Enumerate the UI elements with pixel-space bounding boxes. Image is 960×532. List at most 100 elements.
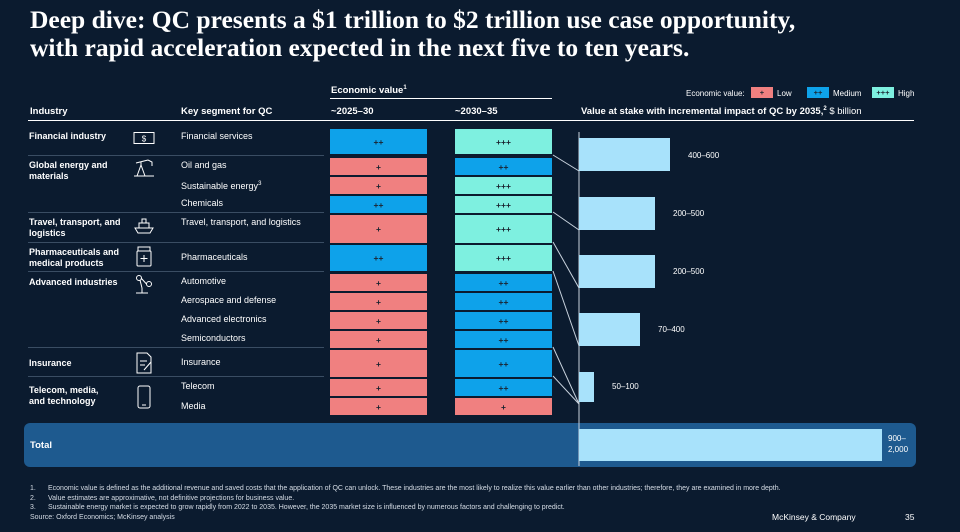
economic-value-cell: ++ <box>455 331 552 348</box>
svg-text:$: $ <box>142 135 147 144</box>
economic-value-cell: + <box>330 215 427 243</box>
economic-value-cell: +++ <box>455 129 552 154</box>
legend-swatch-medium: ++ <box>807 87 829 98</box>
smartphone-icon <box>137 385 151 409</box>
industry-label-energy: Global energy and materials <box>29 160 108 181</box>
economic-value-cell: ++ <box>455 274 552 291</box>
connector-line <box>552 154 580 172</box>
value-bar-label: 200–500 <box>673 266 705 276</box>
segment-label: Oil and gas <box>181 160 227 170</box>
segment-label: Automotive <box>181 276 227 286</box>
industry-separator <box>28 271 324 272</box>
connector-line <box>552 346 580 405</box>
page-number: 35 <box>905 512 915 522</box>
value-bar <box>579 138 670 171</box>
connector-line <box>552 211 580 231</box>
industry-label-tmt: Telecom, media, and technology <box>29 385 99 406</box>
industry-separator <box>28 212 324 213</box>
economic-value-cell: + <box>330 331 427 348</box>
value-bar-label: 400–600 <box>688 151 720 160</box>
economic-value-cell: + <box>330 350 427 377</box>
industry-separator <box>28 347 324 348</box>
industry-separator <box>28 376 324 377</box>
economic-value-cell: + <box>330 177 427 194</box>
value-bar <box>579 429 882 461</box>
value-bar-label: 70–400 <box>658 324 685 334</box>
value-bar-label: 50–100 <box>612 382 639 391</box>
legend-swatch-low: + <box>751 87 773 98</box>
segment-label: Sustainable energy3 <box>181 181 262 191</box>
economic-value-cell: ++ <box>455 379 552 396</box>
total-label: Total <box>30 440 52 451</box>
legend-high-label: High <box>898 89 915 98</box>
value-bar <box>579 372 594 402</box>
economic-value-header: Economic value1 <box>331 85 407 97</box>
industry-separator <box>28 155 324 156</box>
footnotes: 1. Economic value is defined as the addit… <box>30 484 930 522</box>
value-bar <box>579 255 655 288</box>
economic-value-cell: + <box>330 398 427 415</box>
economic-value-cell: + <box>455 398 552 415</box>
document-pen-icon <box>136 352 152 374</box>
segment-label: Media <box>181 401 206 411</box>
economic-value-cell: +++ <box>455 177 552 194</box>
industry-label-pharma: Pharmaceuticals and medical products <box>29 247 120 268</box>
segment-label: Insurance <box>181 357 221 367</box>
medicine-bottle-icon <box>136 246 152 267</box>
value-bar <box>579 197 655 230</box>
economic-value-cell: + <box>330 379 427 396</box>
industry-label-travel: Travel, transport, and logistics <box>29 217 121 238</box>
industry-separator <box>28 242 324 243</box>
footnote-1: 1. Economic value is defined as the addit… <box>30 485 781 492</box>
economic-value-cell: + <box>330 158 427 175</box>
industry-label-insurance: Insurance <box>29 358 72 368</box>
segment-label: Travel, transport, and logistics <box>181 217 301 227</box>
ship-icon <box>134 218 154 234</box>
connector-line <box>552 375 580 405</box>
oil-pump-icon <box>134 159 154 177</box>
economic-value-cell: ++ <box>455 158 552 175</box>
legend-low-label: Low <box>777 89 792 98</box>
period1-header: ~2025–30 <box>331 106 374 117</box>
economic-value-cell: +++ <box>455 215 552 243</box>
economic-value-rule <box>330 98 552 99</box>
segment-label: Aerospace and defense <box>181 295 277 305</box>
economic-value-cell: ++ <box>455 293 552 310</box>
period2-header: ~2030–35 <box>455 106 498 117</box>
economic-value-cell: ++ <box>455 350 552 377</box>
legend-medium-label: Medium <box>833 89 862 98</box>
economic-value-cell: ++ <box>455 312 552 329</box>
industry-header: Industry <box>30 106 68 117</box>
company-name: McKinsey & Company <box>772 512 856 522</box>
value-bar <box>579 313 640 346</box>
segment-label: Semiconductors <box>181 333 246 343</box>
value-at-stake-header: Value at stake with incremental impact o… <box>581 106 862 118</box>
industry-label-advanced: Advanced industries <box>29 277 118 287</box>
header-rule <box>28 120 914 121</box>
segment-label: Pharmaceuticals <box>181 252 248 262</box>
segment-label: Telecom <box>181 381 215 391</box>
footnote-2: 2. Value estimates are approximative, not… <box>30 494 295 502</box>
key-segment-header: Key segment for QC <box>181 106 273 117</box>
connector-line <box>552 241 580 289</box>
footnote-3: 3. Sustainable energy market is expected … <box>30 504 565 511</box>
legend-swatch-high: +++ <box>872 87 894 98</box>
economic-value-cell: ++ <box>330 196 427 213</box>
economic-value-cell: + <box>330 312 427 329</box>
value-bar-label: 900–2,000 <box>888 434 909 454</box>
segment-label: Financial services <box>181 131 253 141</box>
economic-value-cell: ++ <box>330 129 427 154</box>
economic-value-cell: + <box>330 293 427 310</box>
economic-value-cell: +++ <box>455 245 552 271</box>
money-icon: $ <box>133 132 155 144</box>
title-line-2: with rapid acceleration expected in the … <box>30 33 690 62</box>
segment-label: Chemicals <box>181 198 224 208</box>
economic-value-cell: +++ <box>455 196 552 213</box>
page-title: Deep dive: QC presents a $1 trillion to … <box>30 6 950 62</box>
connector-lines <box>552 132 580 466</box>
connector-line <box>552 270 580 347</box>
value-bar-label: 200–500 <box>673 208 705 218</box>
legend-label: Economic value: <box>686 89 745 98</box>
source-note: Source: Oxford Economics; McKinsey analy… <box>30 513 175 521</box>
